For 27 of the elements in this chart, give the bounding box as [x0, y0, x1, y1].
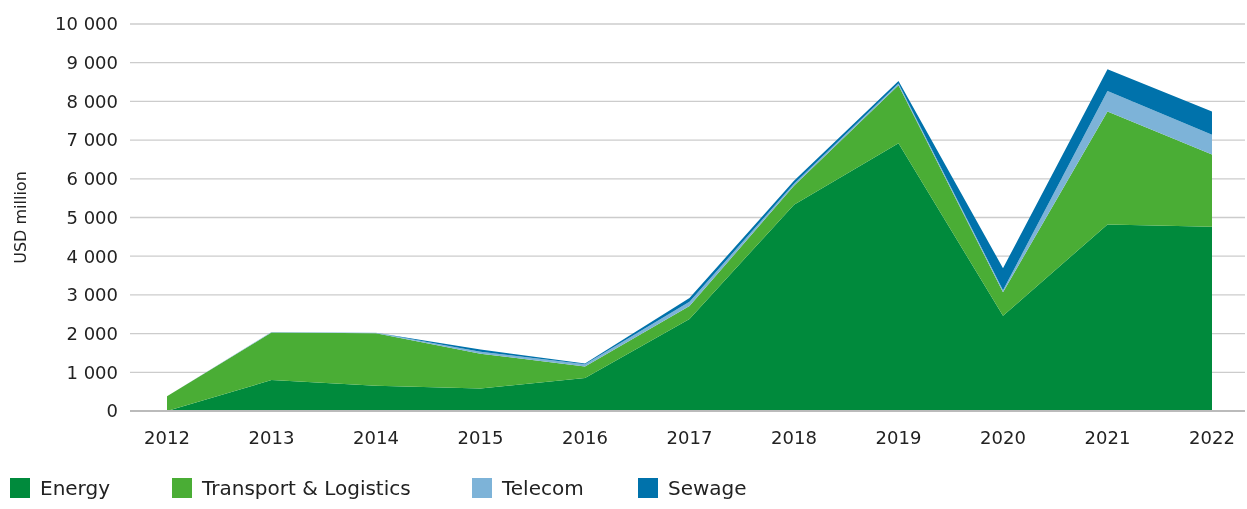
- y-axis-title: USD million: [11, 171, 30, 264]
- y-tick-label: 6 000: [66, 168, 118, 190]
- legend-label: Sewage: [668, 476, 747, 500]
- y-tick-label: 4 000: [66, 245, 118, 267]
- x-tick-label: 2021: [1084, 427, 1131, 448]
- x-tick-label: 2015: [457, 427, 504, 448]
- x-tick-label: 2013: [248, 427, 295, 448]
- y-tick-label: 5 000: [66, 206, 118, 228]
- x-tick-label: 2012: [144, 427, 190, 448]
- y-tick-label: 2 000: [66, 322, 118, 344]
- legend-label: Telecom: [501, 476, 584, 500]
- y-tick-label: 9 000: [66, 52, 118, 73]
- x-tick-label: 2020: [980, 427, 1026, 448]
- y-tick-label: 10 000: [55, 13, 118, 35]
- x-tick-label: 2018: [771, 427, 817, 448]
- y-tick-label: 3 000: [66, 284, 118, 306]
- y-tick-label: 1 000: [66, 361, 118, 383]
- x-tick-label: 2016: [562, 427, 608, 448]
- legend-label: Energy: [40, 476, 111, 500]
- legend-label: Transport & Logistics: [201, 476, 411, 500]
- x-tick-label: 2014: [353, 427, 399, 448]
- y-tick-label: 7 000: [66, 129, 118, 151]
- y-tick-label: 0: [106, 400, 118, 422]
- y-tick-label: 8 000: [66, 90, 118, 112]
- x-tick-label: 2017: [666, 427, 713, 448]
- x-tick-label: 2022: [1189, 427, 1235, 448]
- x-tick-label: 2019: [875, 427, 922, 448]
